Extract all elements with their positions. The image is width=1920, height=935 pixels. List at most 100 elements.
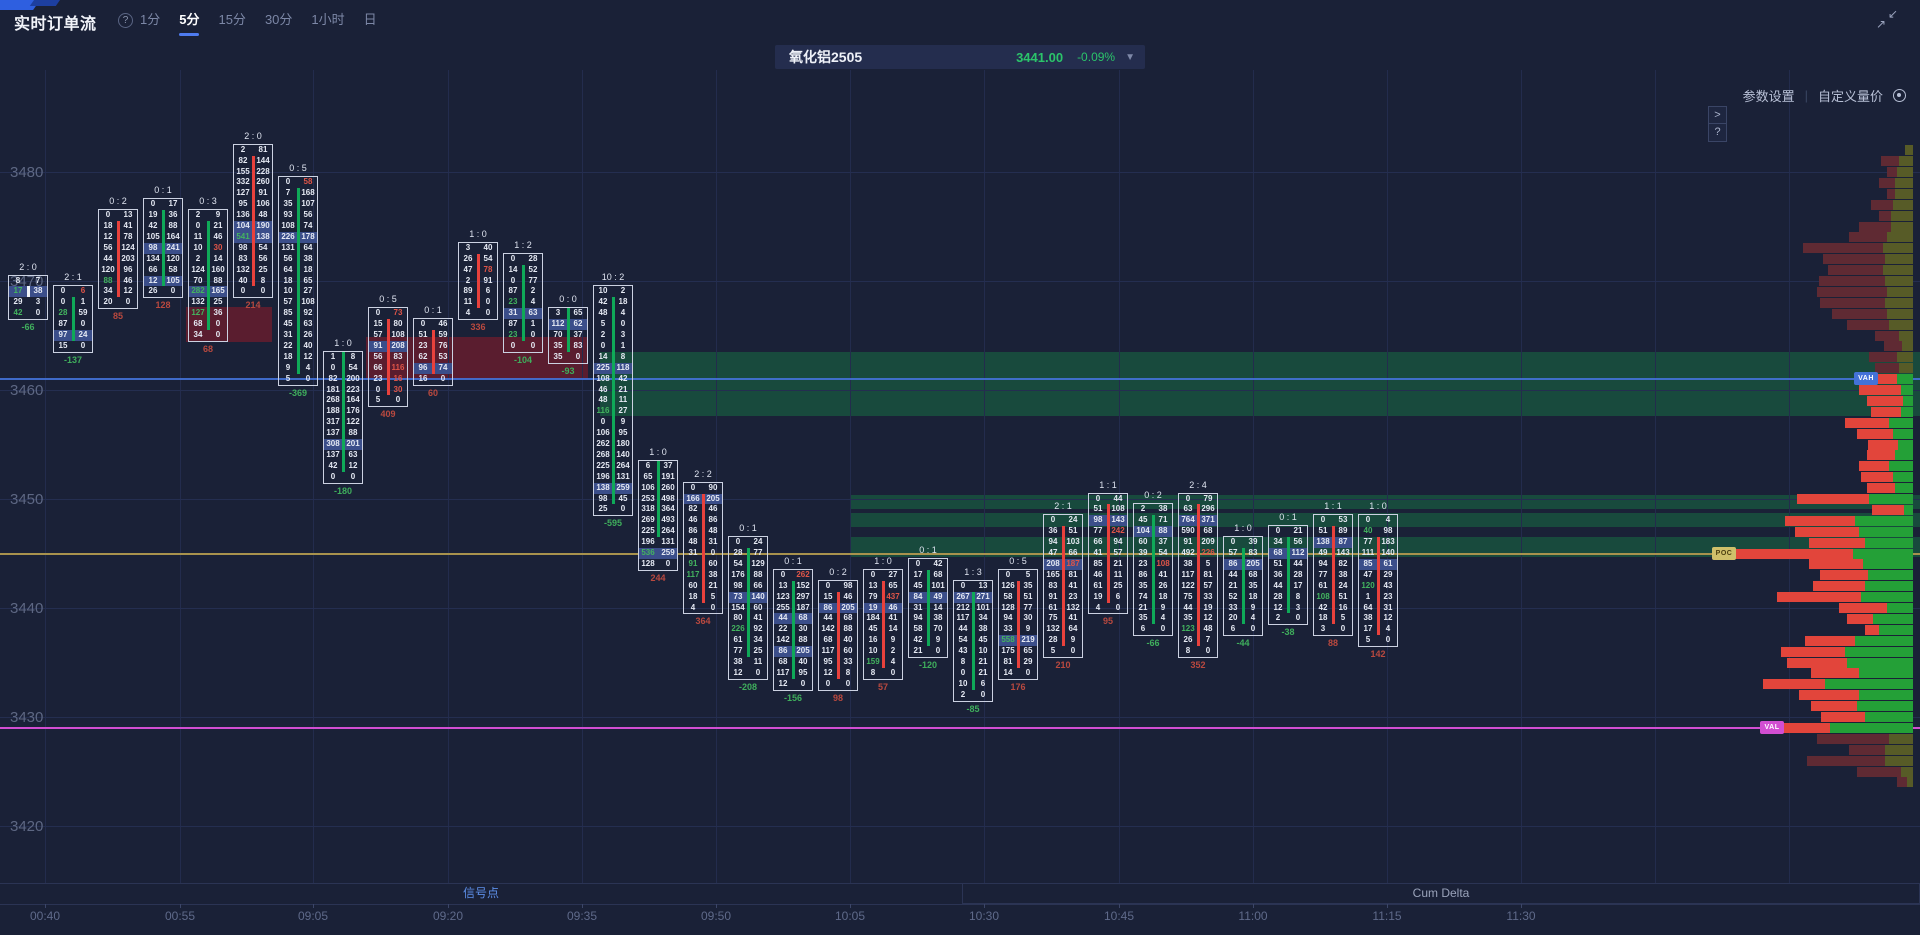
bid-volume-cell: 132 — [236, 264, 250, 274]
profile-sell-segment — [1867, 395, 1903, 406]
footprint-candle[interactable]: 2 38 45 71 104 88 60 37 39 54 23 108 86 41 35 26 74 18 21 9… — [1133, 503, 1173, 637]
footprint-candle[interactable]: 0 46 51 59 23 76 62 53 96 74 16 0 — [413, 318, 453, 386]
footprint-candle[interactable]: 0 58 7 168 35 107 93 56 108 74 226 178 131 64 56 38 64 18… — [278, 176, 318, 386]
panel-help-button[interactable]: ? — [1708, 124, 1727, 142]
vah-badge[interactable]: VAH — [1854, 372, 1878, 386]
bid-volume-cell: 131 — [281, 242, 295, 252]
chevron-down-icon[interactable]: ▼ — [1125, 51, 1135, 63]
tab-5分[interactable]: 5分 — [179, 9, 200, 36]
footprint-candle[interactable]: 0 79 63 296 764 371 590 68 91 209 492 226 38 5 117 81 12… — [1178, 492, 1218, 659]
candle-body-bar — [1196, 504, 1200, 647]
footprint-candle[interactable]: 0 73 15 80 57 108 91 208 56 83 66 116 23 16 0 30 5 0 — [368, 307, 408, 408]
ask-volume-cell: 131 — [661, 537, 675, 547]
bid-volume-cell: 42 — [598, 297, 608, 307]
footprint-row: 48 31 — [684, 537, 722, 548]
footprint-candle[interactable]: 3 65 112 62 70 37 35 83 35 0 — [548, 307, 588, 364]
signal-strip[interactable]: 信号点 — [0, 883, 962, 904]
footprint-candle[interactable]: 0 13 18 41 12 78 56 124 44 203 120 96 88 46 34 12 20 0 — [98, 209, 138, 310]
footprint-candle[interactable]: 0 39 57 83 86 205 44 68 21 35 52 18 33 9 20 4 6 0 — [1223, 536, 1263, 637]
bid-volume-cell: 154 — [731, 602, 745, 612]
ask-volume-cell: 33 — [843, 657, 853, 667]
footprint-candle[interactable]: 10 2 42 18 48 4 5 0 2 3 0 1 14 8 225 118 108 42 46 21 48 11 11… — [593, 285, 633, 517]
footprint-candle[interactable]: 0 21 34 56 68 112 51 44 36 28 44 17 28 8 12 3 2 0 — [1268, 525, 1308, 626]
footprint-candle[interactable]: 0 13 267 271 212 101 117 34 44 38 54 45 43 10 8 21 0 21 10… — [953, 579, 993, 702]
bid-volume-cell: 44 — [1183, 602, 1193, 612]
footprint-candle[interactable]: 0 6 0 1 28 59 87 0 97 24 15 0 — [53, 285, 93, 353]
bid-volume-cell: 212 — [956, 602, 970, 612]
footprint-candle[interactable]: 0 44 51 108 98 143 77 242 66 94 41 57 85 21 46 11 61 25 19… — [1088, 492, 1128, 615]
footprint-candle[interactable]: 3 40 26 54 47 78 2 91 89 6 11 0 4 0 — [458, 241, 498, 321]
param-settings-button[interactable]: 参数设置 — [1742, 89, 1795, 104]
bid-volume-cell: 18 — [1318, 613, 1328, 623]
footprint-row: 132 25 — [234, 265, 272, 276]
instrument-selector[interactable]: 氧化铝2505 3441.00 -0.09% ▼ — [775, 45, 1145, 69]
footprint-row: 117 95 — [774, 668, 812, 679]
profile-sell-segment — [1799, 690, 1859, 701]
candle-delta-label: -369 — [288, 387, 307, 398]
bid-volume-cell: 86 — [823, 602, 833, 612]
poc-badge[interactable]: POC — [1712, 546, 1736, 560]
footprint-row: 123 48 — [1179, 624, 1217, 635]
ask-volume-cell: 187 — [796, 602, 810, 612]
footprint-candle[interactable]: 2 81 82 144 155 228 332 260 127 91 95 106 136 48 104 19… — [233, 143, 273, 299]
candle-delta-label: -66 — [1146, 638, 1160, 649]
candle-body-bar — [161, 210, 165, 287]
ask-volume-cell: 45 — [618, 493, 628, 503]
cum-delta-strip[interactable]: Cum Delta — [962, 883, 1920, 904]
bid-volume-cell: 43 — [958, 646, 968, 656]
profile-buy-segment — [1893, 472, 1913, 483]
expand-panel-button[interactable]: > — [1708, 106, 1727, 124]
footprint-candle[interactable]: 0 98 15 46 86 205 44 68 142 88 68 40 117 60 95 33 12 8 0 0 — [818, 579, 858, 691]
ask-volume-cell: 71 — [1158, 515, 1168, 525]
ask-volume-cell: 5 — [1205, 558, 1211, 568]
footprint-candle[interactable]: 0 27 13 65 79 437 19 46 184 41 45 14 16 9 10 2 159 4 8 0 — [863, 568, 903, 680]
settings-gear-icon[interactable] — [1893, 89, 1906, 102]
bid-volume-cell: 68 — [823, 635, 833, 645]
bid-volume-cell: 108 — [281, 221, 295, 231]
bid-volume-cell: 127 — [236, 188, 250, 198]
tab-15分[interactable]: 15分 — [218, 12, 246, 27]
bid-volume-cell: 0 — [1230, 537, 1236, 547]
footprint-candle[interactable]: 0 28 14 52 0 77 87 2 23 4 31 63 87 1 23 0 0 0 — [503, 252, 543, 353]
footprint-candle[interactable]: 2 9 0 21 11 46 10 30 2 14 124 160 70 88 282 165 132 25 127… — [188, 209, 228, 342]
profile-sell-segment — [1805, 635, 1855, 646]
footprint-candle[interactable]: 0 24 28 77 54 129 176 88 98 66 73 140 154 60 80 41 226 92… — [728, 536, 768, 680]
footprint-candle[interactable]: 1 8 0 54 82 200 181 223 268 164 188 176 317 122 137 88 3… — [323, 350, 363, 484]
footprint-candle[interactable]: 8 7 17 38 29 3 42 0 — [8, 274, 48, 321]
profile-sell-segment — [1811, 668, 1859, 679]
profile-sell-segment — [1869, 352, 1897, 363]
profile-buy-segment — [1893, 428, 1913, 439]
bid-volume-cell: 104 — [1136, 526, 1150, 536]
bid-volume-cell: 61 — [1048, 602, 1058, 612]
footprint-candle[interactable]: 0 5 126 35 58 51 128 77 94 30 33 9 558 219 175 65 81 29 14… — [998, 568, 1038, 680]
candle-body-bar — [521, 264, 525, 341]
footprint-row: 79 437 — [864, 592, 902, 603]
footprint-candle[interactable]: 0 262 13 152 123 297 255 187 44 68 22 30 142 88 86 205 6… — [773, 568, 813, 691]
profile-sell-segment — [1861, 472, 1893, 483]
bid-volume-cell: 116 — [596, 406, 610, 416]
bid-volume-cell: 16 — [418, 373, 428, 383]
tab-日[interactable]: 日 — [363, 12, 377, 27]
val-badge[interactable]: VAL — [1760, 720, 1784, 734]
footprint-candle[interactable]: 0 90 166 205 82 46 46 86 86 48 48 31 31 0 91 60 117 38 60 2… — [683, 481, 723, 615]
footprint-row: 128 77 — [999, 603, 1037, 614]
tab-30分[interactable]: 30分 — [264, 12, 293, 27]
custom-volume-price-button[interactable]: 自定义量价 — [1817, 89, 1883, 104]
footprint-candle[interactable]: 0 24 36 51 94 103 47 66 208 187 165 81 83 41 91 23 61 132… — [1043, 514, 1083, 659]
footprint-candle[interactable]: 0 4 40 98 77 183 111 140 85 61 47 29 120 43 1 23 64 31 38 1… — [1358, 514, 1398, 648]
footprint-row: 82 46 — [684, 504, 722, 515]
bid-volume-cell: 22 — [283, 340, 293, 350]
tab-1小时[interactable]: 1小时 — [311, 12, 345, 27]
footprint-row: 66 94 — [1089, 537, 1127, 548]
footprint-row: 89 6 — [459, 286, 497, 297]
collapse-icon[interactable]: ↙ ↗ — [1876, 7, 1898, 31]
footprint-row: 0 77 — [504, 276, 542, 287]
footprint-candle[interactable]: 6 37 65 191 106 260 253 498 318 364 269 493 225 264 19… — [638, 459, 678, 571]
footprint-candle[interactable]: 0 53 51 89 138 87 49 143 94 82 77 38 61 24 108 51 42 16 18… — [1313, 514, 1353, 637]
ask-volume-cell: 17 — [168, 199, 178, 209]
footprint-candle[interactable]: 0 42 17 68 45 101 84 49 31 14 94 38 58 70 42 9 21 0 — [908, 557, 948, 659]
tab-1分[interactable]: 1分 — [140, 12, 161, 27]
footprint-candle[interactable]: 0 17 19 36 42 88 105 164 98 241 134 120 66 58 12 105 26 0 — [143, 198, 183, 299]
help-circle-icon[interactable]: ? — [118, 13, 133, 28]
